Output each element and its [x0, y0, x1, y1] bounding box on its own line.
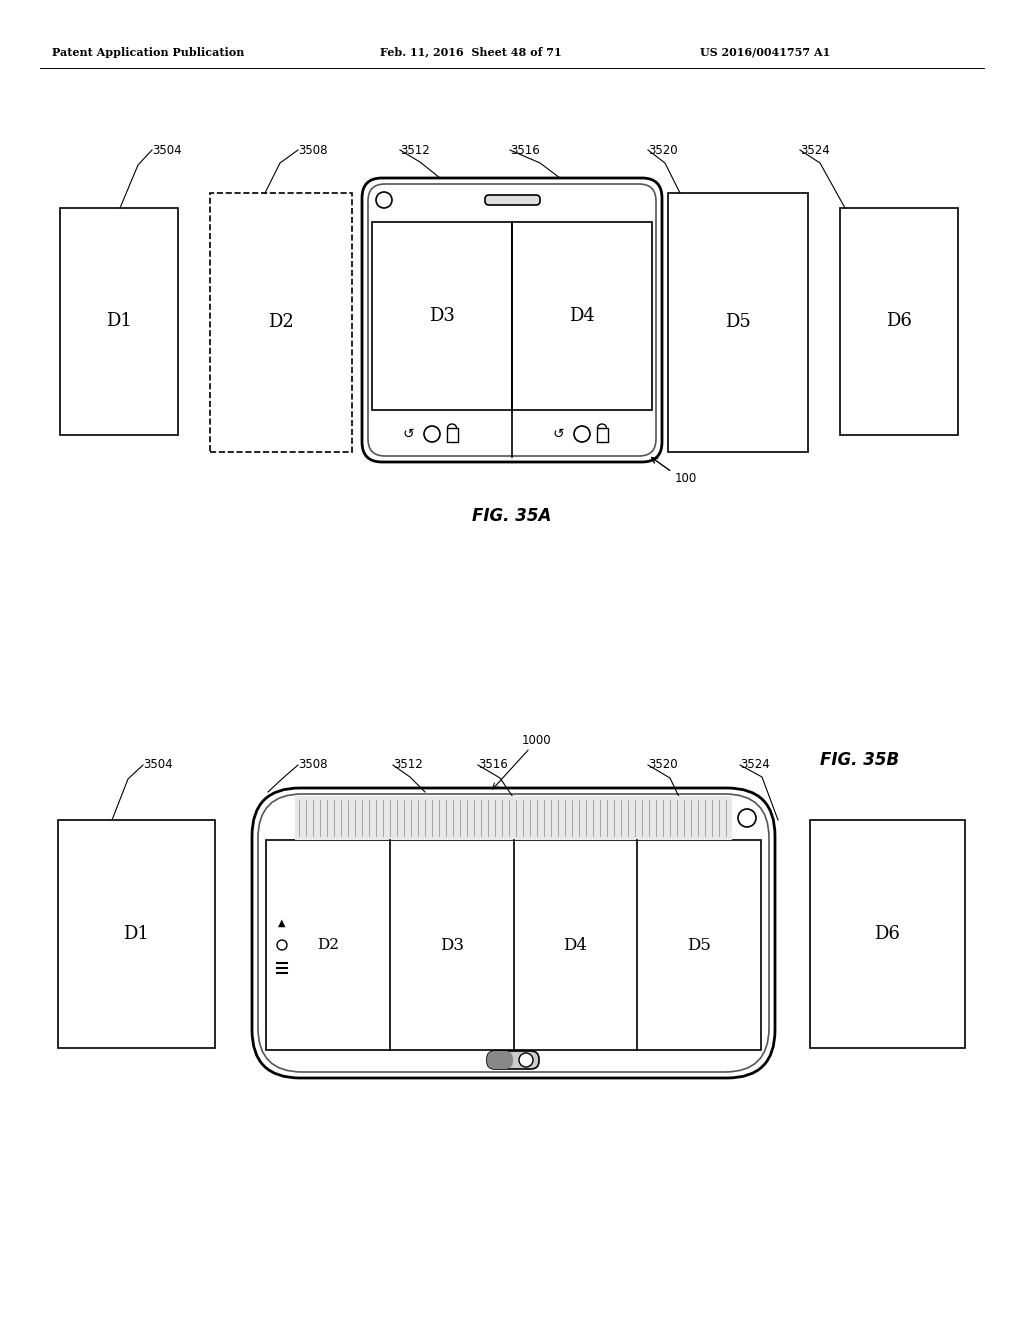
Text: 3512: 3512: [400, 144, 430, 157]
Text: D3: D3: [439, 936, 464, 953]
Text: 3520: 3520: [648, 759, 678, 771]
Bar: [210, 193, 352, 451]
Text: 3524: 3524: [800, 144, 829, 157]
FancyBboxPatch shape: [252, 788, 775, 1078]
Bar: [840, 209, 958, 436]
Bar: [668, 193, 808, 451]
Text: 3524: 3524: [740, 759, 770, 771]
Text: D2: D2: [268, 313, 294, 331]
Text: FIG. 35A: FIG. 35A: [472, 507, 552, 525]
Bar: [447, 428, 458, 442]
Text: D1: D1: [106, 312, 132, 330]
Bar: [60, 209, 178, 436]
Bar: [266, 840, 761, 1049]
Text: 3508: 3508: [298, 759, 328, 771]
Text: 3508: 3508: [298, 144, 328, 157]
Bar: [512, 222, 652, 411]
Text: 3516: 3516: [510, 144, 540, 157]
FancyBboxPatch shape: [485, 195, 540, 205]
Text: D2: D2: [316, 939, 339, 952]
Text: ↺: ↺: [402, 426, 414, 441]
Text: 1000: 1000: [522, 734, 552, 747]
FancyBboxPatch shape: [487, 1051, 539, 1069]
Text: 3516: 3516: [478, 759, 508, 771]
Text: D6: D6: [874, 925, 900, 942]
Text: US 2016/0041757 A1: US 2016/0041757 A1: [700, 46, 830, 58]
Text: 3504: 3504: [143, 759, 173, 771]
Text: Feb. 11, 2016  Sheet 48 of 71: Feb. 11, 2016 Sheet 48 of 71: [380, 46, 561, 58]
Text: FIG. 35B: FIG. 35B: [820, 751, 899, 770]
Text: D5: D5: [725, 313, 751, 331]
Text: 3512: 3512: [393, 759, 423, 771]
Bar: [810, 820, 965, 1048]
Text: D5: D5: [687, 936, 711, 953]
Text: 3504: 3504: [152, 144, 181, 157]
Text: Patent Application Publication: Patent Application Publication: [52, 46, 245, 58]
Bar: [597, 428, 608, 442]
Bar: [295, 796, 732, 840]
Text: 3520: 3520: [648, 144, 678, 157]
Text: D4: D4: [563, 936, 588, 953]
FancyBboxPatch shape: [258, 795, 769, 1072]
Text: D3: D3: [429, 308, 455, 325]
Bar: [58, 820, 215, 1048]
Text: D1: D1: [123, 925, 148, 942]
Text: ↺: ↺: [552, 426, 564, 441]
Text: 100: 100: [675, 471, 697, 484]
Circle shape: [519, 1053, 534, 1067]
Text: D6: D6: [886, 312, 912, 330]
FancyBboxPatch shape: [368, 183, 656, 455]
FancyBboxPatch shape: [487, 1051, 513, 1069]
FancyBboxPatch shape: [362, 178, 662, 462]
Bar: [372, 222, 512, 411]
Text: ▲: ▲: [279, 917, 286, 928]
Text: D4: D4: [569, 308, 595, 325]
